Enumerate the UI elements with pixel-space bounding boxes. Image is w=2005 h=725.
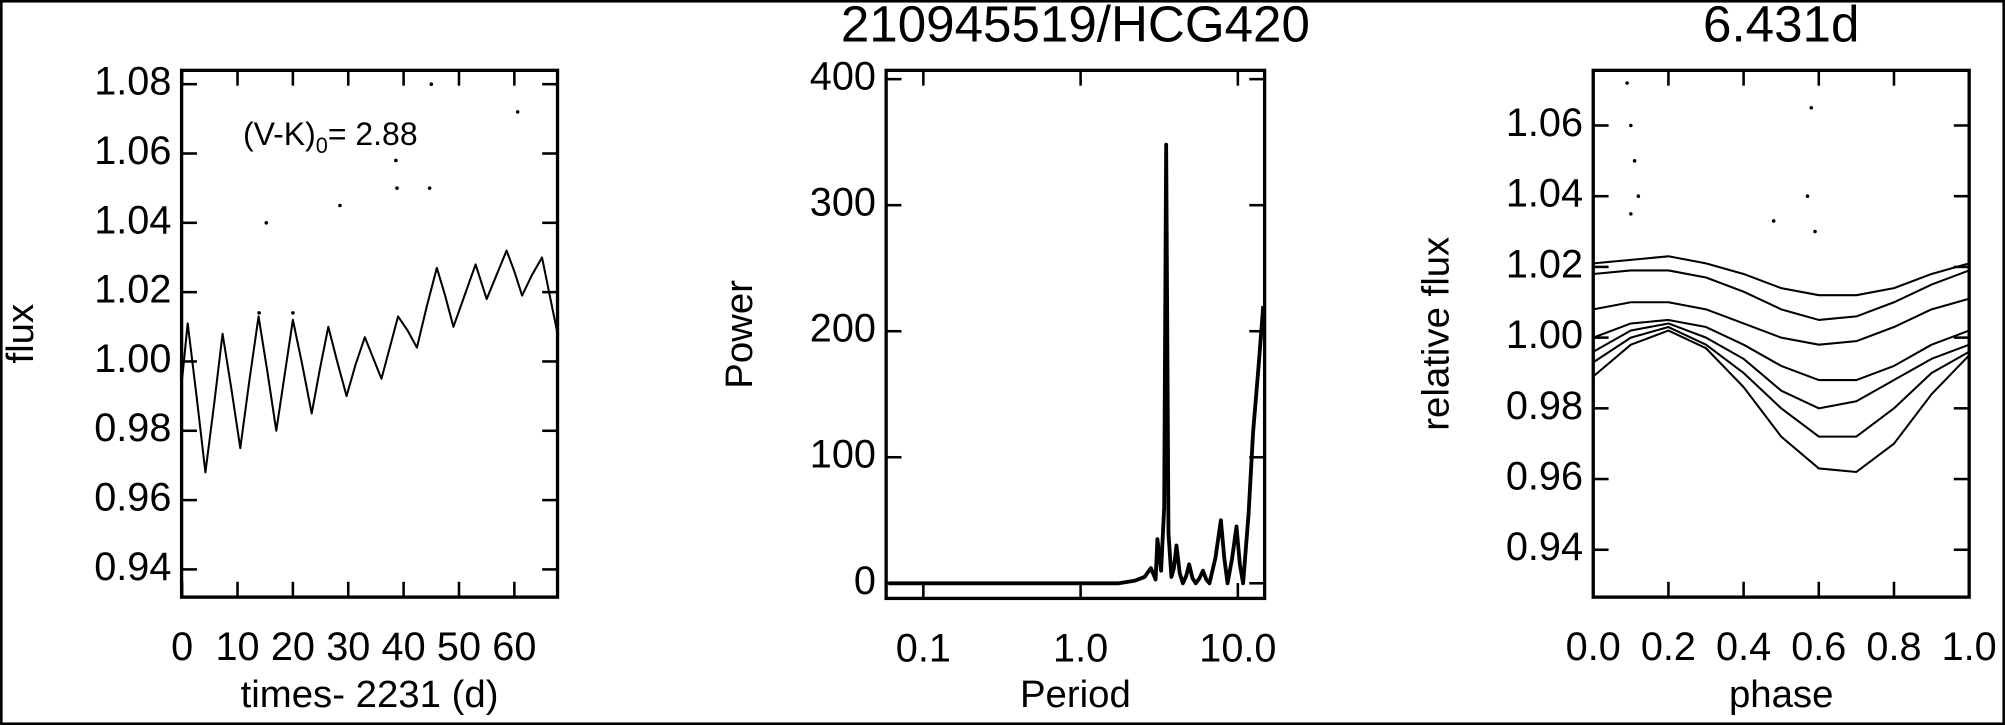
y-axis-label: flux xyxy=(0,304,42,364)
x-tick-label: 1.0 xyxy=(1053,626,1108,670)
annotation-text: (V-K) xyxy=(243,116,316,152)
data-point xyxy=(257,311,261,315)
data-point xyxy=(264,221,269,225)
x-tick-label: 40 xyxy=(382,625,426,669)
y-tick-label: 0.94 xyxy=(1506,525,1583,569)
annotation: (V-K)0= 2.88 xyxy=(243,116,418,158)
data-line xyxy=(1593,255,1970,297)
data-point xyxy=(427,186,432,190)
data-line xyxy=(888,142,1265,586)
data-point xyxy=(1771,219,1776,223)
y-tick-label: 1.04 xyxy=(94,198,171,242)
data-point xyxy=(394,158,398,163)
panel: 0 100 200 300 400 0.1 1.0 10.0 Period Power 210945… xyxy=(718,0,1310,716)
y-tick-label: 1.02 xyxy=(94,268,171,312)
data-line xyxy=(1593,297,1970,346)
data-point xyxy=(1625,81,1629,85)
annotation-value: = 2.88 xyxy=(328,116,418,152)
y-tick-label: 100 xyxy=(810,433,876,477)
data-point xyxy=(429,82,434,86)
data-line xyxy=(1593,269,1970,321)
x-tick-label: 10 xyxy=(215,625,259,669)
data-point xyxy=(1629,123,1633,128)
y-tick-label: 0.98 xyxy=(1506,384,1583,428)
plot-area xyxy=(888,142,1265,586)
data-point xyxy=(1809,106,1814,110)
data-point xyxy=(1632,159,1637,163)
y-tick-label: 1.08 xyxy=(94,60,171,104)
axes-frame xyxy=(1591,68,1971,599)
data-line xyxy=(1593,318,1970,382)
x-tick-label: 30 xyxy=(326,625,370,669)
x-tick-label: 0.6 xyxy=(1791,625,1846,669)
data-line xyxy=(1593,325,1970,438)
y-tick-label: 0 xyxy=(854,559,876,603)
chart-title: 6.431d xyxy=(1703,0,1859,53)
y-tick-label: 200 xyxy=(810,307,876,351)
panel: 0.94 0.96 0.98 1.00 1.02 1.04 1.06 0.0 0.2 0.4 0.6… xyxy=(1415,0,1997,716)
x-tick-label: 60 xyxy=(492,625,536,669)
y-tick-label: 1.00 xyxy=(1506,313,1583,357)
y-tick-label: 0.96 xyxy=(94,476,171,520)
y-tick-label: 300 xyxy=(810,181,876,225)
plot-area xyxy=(181,82,558,474)
data-point xyxy=(1813,229,1817,234)
data-line xyxy=(181,249,558,474)
x-axis-label: Period xyxy=(1020,673,1131,716)
data-point xyxy=(515,110,520,114)
y-tick-label: 0.96 xyxy=(1506,455,1583,499)
x-tick-label: 0.1 xyxy=(896,626,951,670)
x-tick-label: 0.8 xyxy=(1866,625,1921,669)
x-tick-label: 1.0 xyxy=(1942,625,1997,669)
panel: 0.94 0.96 0.98 1.00 1.02 1.04 1.06 1.08 0 10 20 30 4… xyxy=(0,60,560,716)
x-tick-label: 0.0 xyxy=(1566,625,1621,669)
x-tick-label: 0.4 xyxy=(1716,625,1771,669)
y-axis-label: Power xyxy=(718,280,761,389)
x-tick-label: 0.2 xyxy=(1641,625,1696,669)
y-tick-label: 1.06 xyxy=(94,129,171,173)
y-tick-label: 1.02 xyxy=(1506,242,1583,286)
axes-frame xyxy=(884,68,1267,601)
data-point xyxy=(1629,212,1633,216)
x-tick-label: 50 xyxy=(437,625,481,669)
y-tick-label: 1.00 xyxy=(94,337,171,381)
data-line xyxy=(1593,329,1970,474)
data-point xyxy=(338,203,342,208)
y-axis-label: relative flux xyxy=(1415,237,1458,431)
x-tick-label: 20 xyxy=(271,625,315,669)
data-point xyxy=(291,311,295,315)
y-tick-label: 0.98 xyxy=(94,406,171,450)
y-tick-label: 0.94 xyxy=(94,545,171,589)
annotation-subscript: 0 xyxy=(316,133,328,158)
plot-area xyxy=(1593,81,1970,474)
data-point xyxy=(1805,194,1810,198)
data-point xyxy=(1636,194,1641,198)
y-tick-label: 1.04 xyxy=(1506,172,1583,216)
data-point xyxy=(395,186,399,190)
y-tick-label: 400 xyxy=(810,55,876,99)
x-tick-label: 0 xyxy=(171,625,193,669)
axes-frame xyxy=(179,68,560,599)
data-line xyxy=(1593,322,1970,410)
x-axis-label: times- 2231 (d) xyxy=(241,673,499,716)
x-axis-label: phase xyxy=(1729,673,1833,716)
chart-title: 210945519/HCG420 xyxy=(841,0,1310,53)
y-tick-label: 1.06 xyxy=(1506,101,1583,145)
x-tick-label: 10.0 xyxy=(1199,626,1276,670)
